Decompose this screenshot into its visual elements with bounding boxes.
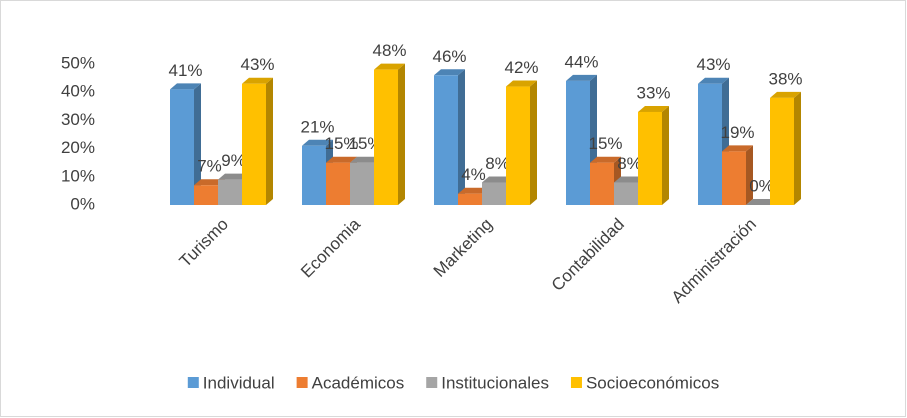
bar (614, 182, 638, 205)
bar (722, 151, 746, 205)
bar-top (326, 156, 357, 163)
y-tick-label: 10% (61, 166, 95, 185)
bar (590, 162, 614, 205)
y-tick-label: 30% (61, 110, 95, 129)
bar-top (242, 77, 273, 84)
bar-top (350, 156, 381, 163)
bar (698, 83, 722, 205)
bar-side (458, 69, 465, 205)
bar-top (506, 80, 537, 87)
bar-top (434, 69, 465, 76)
bar-side (662, 105, 669, 205)
bar (638, 111, 662, 205)
legend-swatch (426, 377, 438, 388)
bar (194, 185, 218, 205)
bar-side (398, 63, 405, 205)
bar (350, 162, 374, 205)
data-label: 33% (636, 83, 670, 102)
bar-top (614, 176, 645, 183)
legend-swatch (187, 377, 199, 388)
bar-top (770, 91, 801, 98)
bar-top (638, 105, 669, 112)
data-label: 8% (617, 154, 642, 173)
bar-top (698, 77, 729, 84)
bar-top (746, 199, 777, 205)
y-tick-label: 50% (61, 53, 95, 72)
data-label: 0% (749, 176, 774, 195)
data-label: 7% (197, 157, 222, 176)
bar-top (374, 63, 405, 70)
bar-top (194, 179, 225, 186)
legend-label: Socioeconómicos (586, 373, 719, 392)
bar-side (266, 77, 273, 205)
bar-side (794, 91, 801, 205)
bar-top (590, 156, 621, 163)
bar-top (458, 187, 489, 194)
bar (506, 86, 530, 205)
bar-side (194, 83, 201, 205)
data-label: 38% (768, 69, 802, 88)
bar (302, 145, 326, 205)
data-label: 8% (485, 154, 510, 173)
legend: Individual Académicos Institucionales Socio… (187, 373, 719, 392)
bar-top (722, 145, 753, 152)
data-label: 4% (461, 165, 486, 184)
data-label: 15% (588, 134, 622, 153)
legend-label: Académicos (312, 373, 405, 392)
y-tick-label: 40% (61, 82, 95, 101)
bar (242, 83, 266, 205)
bar-top (218, 173, 249, 180)
legend-label: Individual (203, 373, 275, 392)
data-label: 44% (564, 52, 598, 71)
bar (434, 75, 458, 205)
bar-top (482, 176, 513, 183)
data-label: 42% (504, 58, 538, 77)
data-label: 48% (372, 41, 406, 60)
bar-side (746, 145, 753, 205)
y-tick-label: 0% (70, 194, 95, 213)
bar-side (530, 80, 537, 205)
data-label: 41% (168, 61, 202, 80)
bar-top (302, 139, 333, 146)
bar (374, 69, 398, 205)
legend-label: Institucionales (441, 373, 549, 392)
data-label: 43% (696, 55, 730, 74)
data-label: 9% (221, 151, 246, 170)
data-label: 15% (324, 134, 358, 153)
data-label: 43% (240, 55, 274, 74)
bar (770, 97, 794, 205)
legend-swatch (296, 377, 308, 388)
data-label: 21% (300, 117, 334, 136)
data-label: 19% (720, 123, 754, 142)
bar-top (170, 83, 201, 90)
data-label: 46% (432, 47, 466, 66)
y-tick-label: 20% (61, 138, 95, 157)
bar (458, 193, 482, 205)
bar (566, 80, 590, 205)
bar-top (566, 74, 597, 81)
legend-swatch (570, 377, 582, 388)
bar (218, 179, 242, 205)
bar (482, 182, 506, 205)
bar (170, 89, 194, 205)
bar (326, 162, 350, 205)
